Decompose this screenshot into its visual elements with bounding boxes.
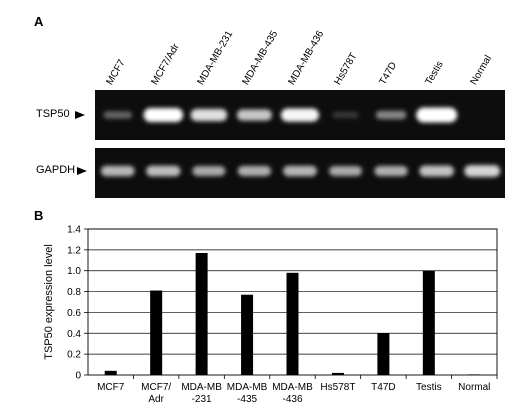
gel-band-tsp50-5: [332, 112, 359, 118]
gel-band-gapdh-0: [100, 165, 135, 177]
x-tick-label: MCF7: [97, 382, 125, 393]
gel-lane-label: MDA-MB-231: [195, 29, 236, 88]
y-tick-label: 0.8: [67, 287, 81, 298]
bar: [331, 372, 344, 375]
gel-band-tsp50-4: [280, 108, 320, 122]
panel-a-label: A: [34, 14, 44, 29]
y-tick-label: 0: [75, 371, 81, 382]
arrow-icon: [75, 111, 85, 119]
bar: [468, 374, 481, 375]
bar: [377, 333, 390, 375]
y-axis-label: TSP50 expression level: [43, 244, 55, 360]
gel-lane-label: MDA-MB-436: [286, 29, 327, 88]
y-tick-label: 1.2: [67, 245, 81, 256]
y-tick-label: 0.4: [67, 329, 81, 340]
gel-band-gapdh-3: [237, 165, 272, 177]
gel-lane-label: Normal: [468, 53, 495, 87]
gel-lane-label: MCF7/Adr: [149, 42, 183, 87]
x-tick-label: Testis: [416, 382, 442, 393]
gel-band-gapdh-8: [464, 165, 501, 177]
gel-band-tsp50-3: [236, 109, 272, 121]
gel-lane-label: MDA-MB-435: [240, 29, 281, 88]
gel-band-gapdh-2: [192, 166, 226, 176]
y-tick-label: 0.6: [67, 308, 81, 319]
gel-band-gapdh-1: [146, 165, 181, 177]
y-tick-label: 1.0: [67, 266, 81, 277]
gel-lane-label: T47D: [377, 60, 400, 87]
x-tick-label: Hs578T: [320, 382, 355, 393]
gel-lane-label: Testis: [423, 59, 446, 87]
x-tick-label: MDA-MB -436: [272, 382, 313, 405]
gel-band-gapdh-6: [374, 165, 408, 177]
gel-band-tsp50-0: [103, 111, 133, 119]
bar: [150, 290, 163, 375]
x-tick-label: MDA-MB -435: [227, 382, 268, 405]
gel-band-gapdh-5: [329, 166, 363, 176]
gel-row-label: TSP50: [36, 108, 70, 120]
x-tick-label: Normal: [458, 382, 490, 393]
y-tick-label: 1.4: [67, 225, 81, 236]
gel-band-gapdh-7: [419, 165, 454, 177]
bar: [286, 272, 299, 375]
gel-band-tsp50-2: [190, 108, 228, 122]
gel-band-gapdh-4: [283, 165, 317, 177]
x-tick-label: MCF7/Adr: [141, 382, 171, 405]
gel-lane-label: Hs578T: [332, 51, 360, 87]
panel-b-label: B: [34, 208, 44, 223]
bar: [241, 294, 254, 375]
x-tick-label: T47D: [371, 382, 395, 393]
gel-image: [95, 90, 505, 198]
bar: [104, 370, 117, 375]
bar: [195, 252, 208, 375]
gel-lane-label: MCF7: [104, 57, 128, 87]
bar: [422, 270, 435, 375]
x-tick-label: MDA-MB -231: [181, 382, 222, 405]
bar-chart: 0 0.2 0.4 0.6 0.8 1.0 1.2 1.4 MCF7 MCF7/Adr MDA-MB…: [43, 225, 498, 405]
gel-band-tsp50-1: [143, 108, 184, 122]
gel-row-label: GAPDH: [36, 164, 76, 176]
gel-band-tsp50-7: [416, 107, 458, 123]
gel-band-tsp50-6: [375, 110, 407, 120]
arrow-icon: [77, 167, 87, 175]
y-tick-label: 0.2: [67, 350, 81, 361]
